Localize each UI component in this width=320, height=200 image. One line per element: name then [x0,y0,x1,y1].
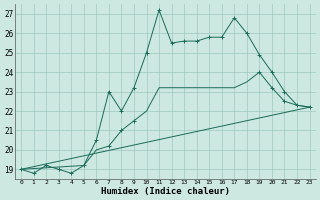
X-axis label: Humidex (Indice chaleur): Humidex (Indice chaleur) [101,187,230,196]
